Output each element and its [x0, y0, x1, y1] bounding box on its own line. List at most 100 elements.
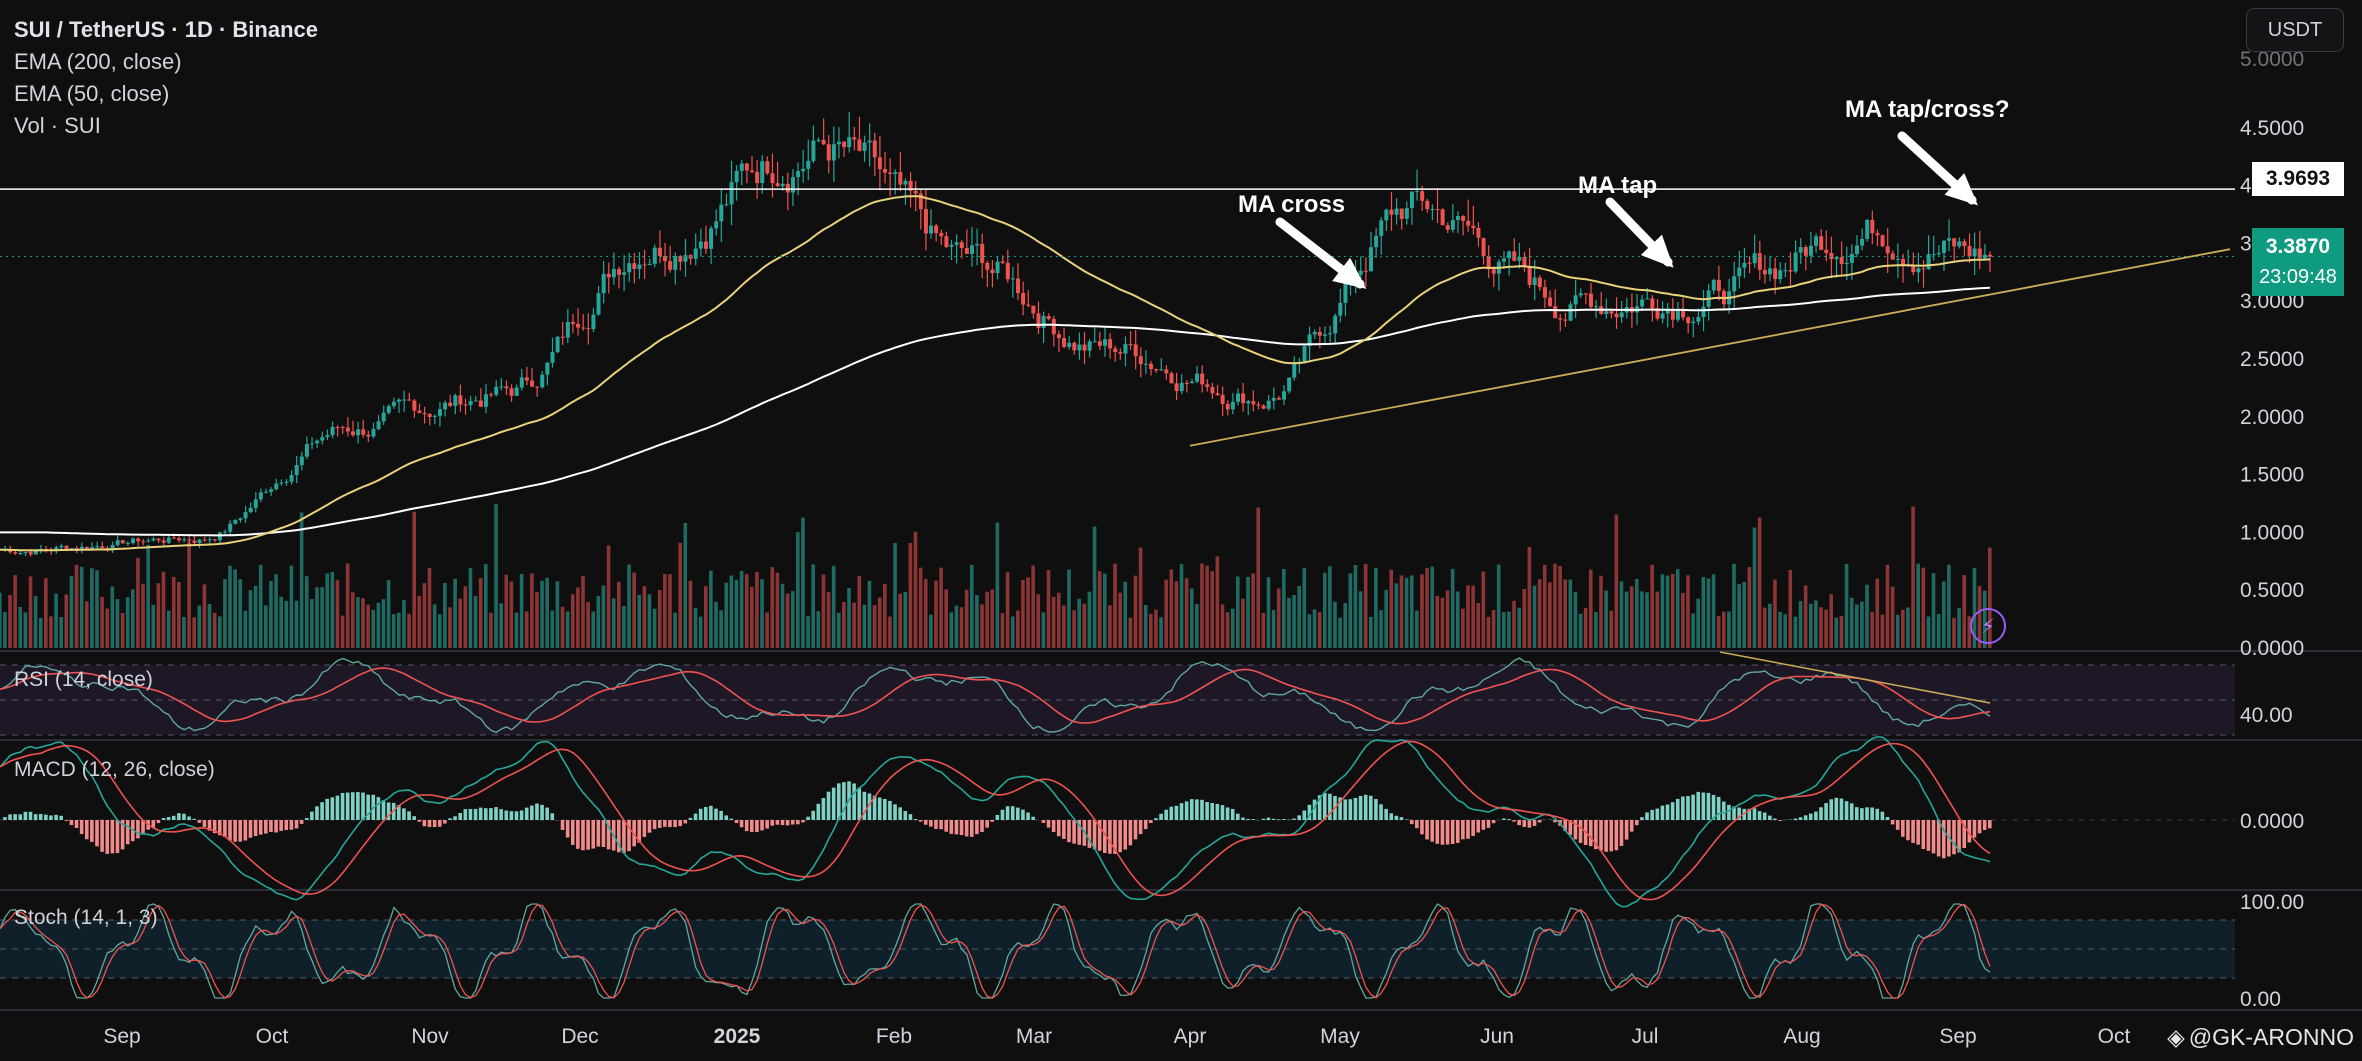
currency-button[interactable]: USDT: [2246, 8, 2344, 52]
macd-bar: [1778, 820, 1782, 821]
macd-bar: [1302, 810, 1307, 820]
candle: [893, 169, 898, 195]
volume-bar: [120, 612, 125, 648]
volume-bar: [570, 594, 575, 648]
volume-bar: [1972, 567, 1977, 648]
candle: [1599, 292, 1604, 315]
macd-bar: [954, 820, 959, 835]
macd-bar: [1691, 794, 1695, 820]
macd-bar: [489, 808, 493, 820]
macd-bar: [975, 820, 979, 835]
candle: [59, 543, 64, 550]
volume-bar: [1200, 563, 1204, 648]
volume-bar: [1721, 611, 1726, 648]
macd-bar: [1696, 791, 1701, 820]
candle: [437, 401, 442, 427]
volume-bar: [1706, 578, 1711, 648]
candle: [888, 158, 893, 197]
candle: [1036, 301, 1041, 335]
macd-bar: [540, 804, 544, 820]
candle: [1803, 245, 1808, 271]
candle: [1184, 380, 1189, 393]
candle: [770, 153, 775, 198]
volume-bar: [1174, 581, 1179, 648]
macd-bar: [545, 807, 549, 820]
candle: [1143, 350, 1148, 375]
volume-bar: [1056, 592, 1061, 648]
macd-bar: [1721, 801, 1726, 820]
macd-bar: [790, 820, 795, 825]
macd-bar: [1768, 815, 1772, 820]
volume-bar: [514, 612, 519, 648]
macd-bar: [755, 820, 759, 833]
indicator-volume[interactable]: Vol · SUI: [14, 113, 101, 138]
volume-bar: [197, 605, 202, 648]
candle: [750, 155, 755, 174]
x-tick-label: Apr: [1174, 1025, 1207, 1048]
macd-bar: [1016, 807, 1020, 820]
candle: [1742, 247, 1747, 278]
volume-bar: [1583, 607, 1588, 648]
volume-bar: [1808, 603, 1813, 648]
macd-bar: [1471, 820, 1475, 836]
macd-bar: [709, 805, 713, 820]
volume-bar: [1195, 604, 1199, 648]
candle: [1829, 236, 1834, 279]
rsi-pane-label[interactable]: RSI (14, close): [14, 668, 153, 691]
x-tick-label: Jul: [1632, 1025, 1659, 1048]
volume-bar: [1164, 579, 1168, 648]
indicator-ema200[interactable]: EMA (200, close): [14, 49, 182, 74]
macd-bar: [443, 820, 447, 824]
candle: [1916, 252, 1921, 283]
candle: [1235, 388, 1240, 406]
watermark-text: @GK-ARONNO: [2188, 1024, 2354, 1050]
symbol-title[interactable]: SUI / TetherUS · 1D · Binance: [14, 17, 318, 42]
macd-bar: [862, 791, 867, 820]
volume-bar: [1067, 569, 1071, 648]
candle: [120, 539, 125, 544]
volume-bar: [734, 579, 739, 648]
macd-pane-label[interactable]: MACD (12, 26, close): [14, 758, 215, 781]
candle: [1650, 295, 1655, 322]
candle: [274, 478, 279, 491]
macd-bar: [1732, 806, 1736, 820]
macd-bar: [1537, 820, 1542, 823]
volume-bar: [903, 591, 908, 648]
volume-bar: [1502, 612, 1506, 648]
candle: [1839, 241, 1844, 276]
lightning-icon[interactable]: ⚡: [1970, 608, 2006, 644]
volume-bar: [166, 610, 171, 648]
macd-bar: [1000, 809, 1005, 820]
macd-bar: [258, 820, 263, 835]
macd-bar: [683, 820, 688, 824]
indicator-ema50[interactable]: EMA (50, close): [14, 81, 170, 106]
macd-bar: [1210, 803, 1215, 820]
candle: [1548, 290, 1553, 308]
macd-bar: [668, 820, 672, 828]
volume-bar: [1629, 586, 1634, 648]
volume-bar: [1348, 573, 1353, 648]
macd-bar: [1834, 797, 1839, 820]
volume-bar: [1251, 573, 1255, 648]
stoch-pane-label[interactable]: Stoch (14, 1, 3): [14, 906, 158, 929]
macd-bar: [166, 817, 171, 820]
volume-bar: [647, 594, 652, 648]
macd-bar: [1369, 795, 1373, 820]
macd-bar: [980, 820, 984, 832]
volume-bar: [125, 597, 130, 648]
macd-bar: [1803, 815, 1808, 820]
macd-bar: [115, 820, 120, 854]
candle: [995, 255, 1000, 280]
candle: [765, 156, 770, 176]
volume-bar: [1317, 612, 1322, 648]
candle: [1179, 374, 1184, 395]
macd-bar: [1241, 817, 1245, 820]
candle: [796, 162, 801, 196]
volume-bar: [1844, 564, 1849, 648]
macd-bar: [182, 813, 186, 820]
candle: [115, 535, 120, 547]
candle: [499, 378, 504, 391]
candle: [1113, 345, 1118, 362]
candle: [228, 520, 233, 537]
